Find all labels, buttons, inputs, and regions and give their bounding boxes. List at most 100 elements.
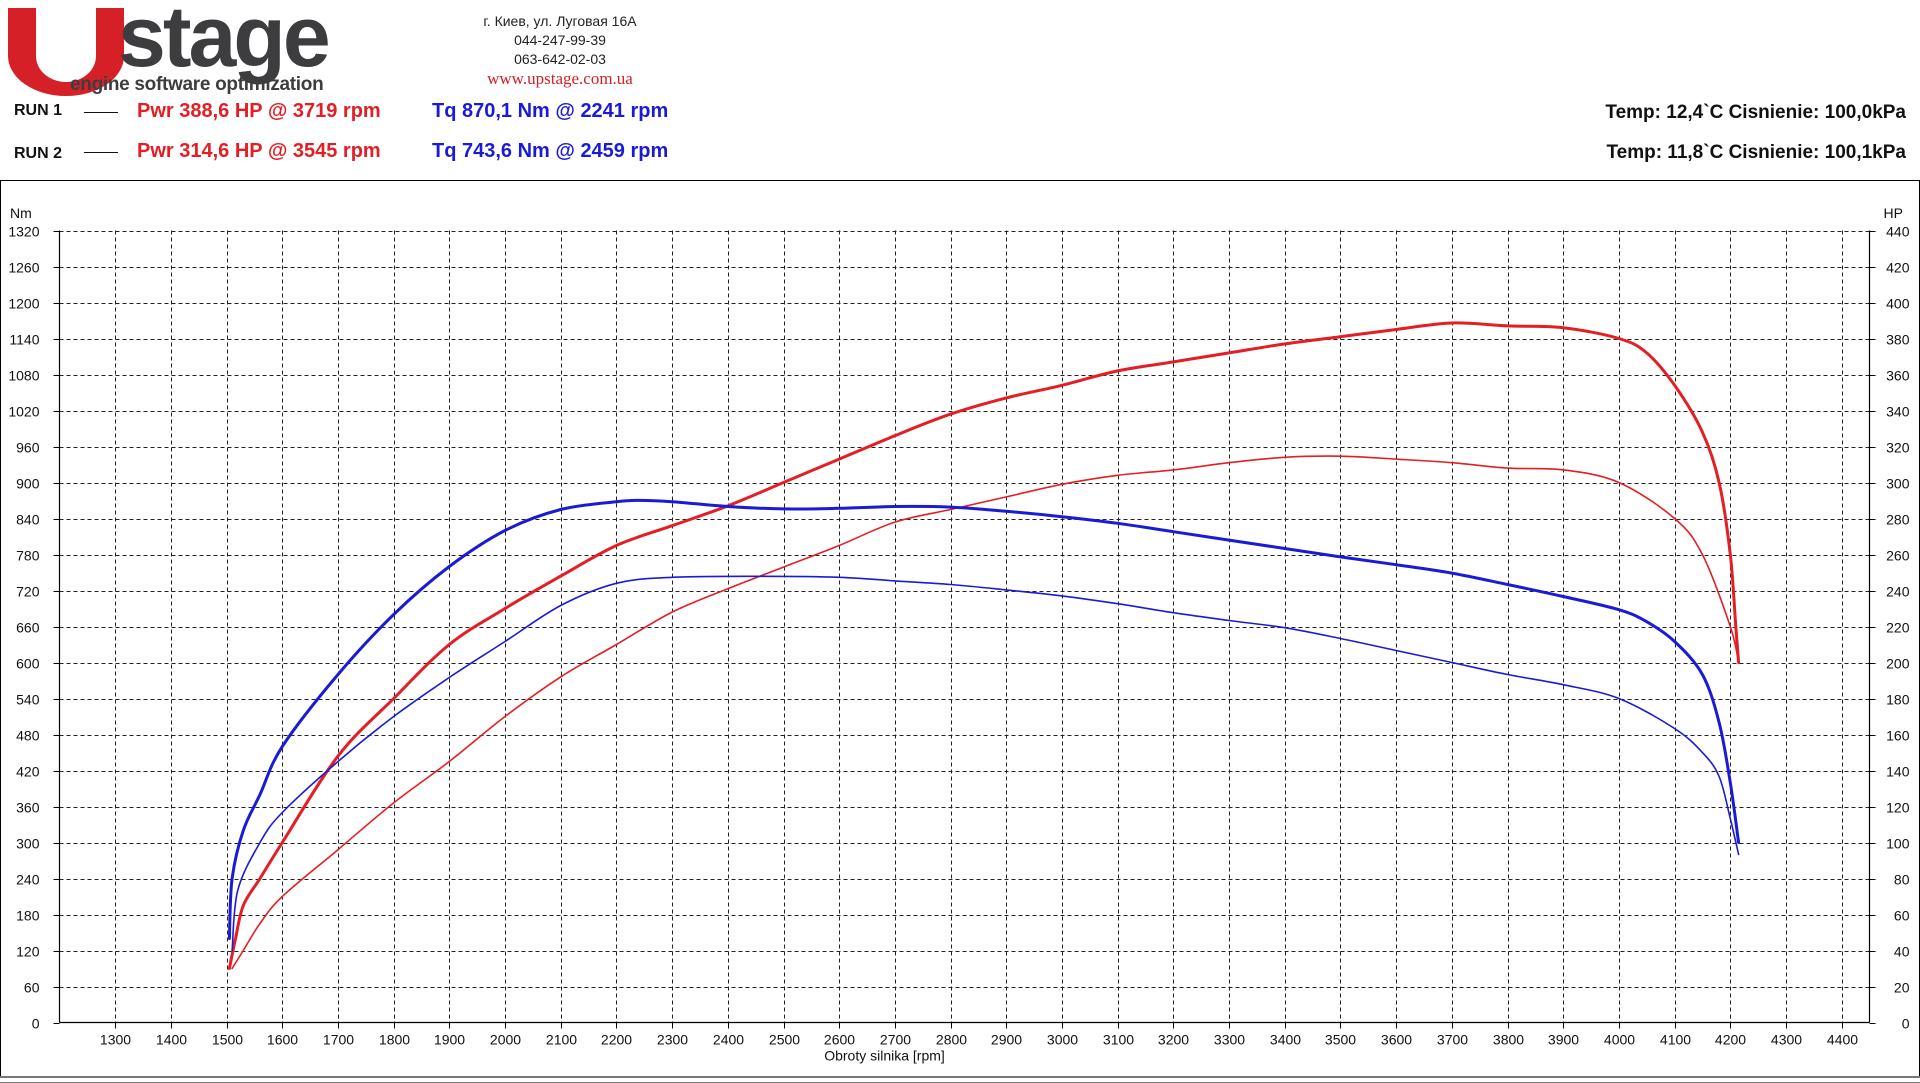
run1-power-line — [227, 321, 1741, 970]
x-tick-label: 1900 — [434, 1032, 465, 1048]
x-tick-label: 2500 — [769, 1032, 800, 1048]
y-right-tick-label: 80 — [1894, 872, 1910, 888]
x-tick-label: 2200 — [601, 1032, 632, 1048]
y-right-tick-label: 40 — [1894, 944, 1910, 960]
y-left-tick-label: 1260 — [8, 260, 39, 276]
report-header: stage engine software optimization г. Ки… — [0, 0, 1920, 180]
y-right-tick-label: 100 — [1886, 836, 1910, 852]
phone-1: 044-247-99-39 — [514, 32, 606, 48]
y-left-tick-label: 840 — [16, 512, 40, 528]
logo-u-arrow-icon — [8, 8, 124, 96]
y-right-tick-label: 140 — [1886, 764, 1910, 780]
y-left-tick-label: 60 — [24, 980, 40, 996]
y-right-tick-label: 220 — [1886, 620, 1910, 636]
run2-torque-line — [231, 575, 1740, 952]
x-tick-label: 3800 — [1493, 1032, 1524, 1048]
y-left-tick-label: 420 — [16, 764, 40, 780]
y-right-tick-label: 240 — [1886, 584, 1910, 600]
y-left-tick-label: 720 — [16, 584, 40, 600]
y-right-tick-label: 280 — [1886, 512, 1910, 528]
y-left-axis-label: Nm — [10, 205, 32, 221]
y-left-tick-label: 900 — [16, 476, 40, 492]
y-right-axis-label: HP — [1884, 205, 1903, 221]
y-right-tick-label: 0 — [1902, 1016, 1910, 1032]
x-tick-label: 4200 — [1715, 1032, 1746, 1048]
x-tick-label: 3100 — [1103, 1032, 1134, 1048]
y-left-tick-label: 1020 — [8, 404, 39, 420]
dyno-chart: 1300 1400 1500 1600 1700 1800 1900 2000 2100 2200… — [8, 205, 1910, 1064]
x-tick-label: 4300 — [1771, 1032, 1802, 1048]
y-left-tick-label: 180 — [16, 908, 40, 924]
x-tick-label: 2400 — [713, 1032, 744, 1048]
y-right-tick-label: 200 — [1886, 656, 1910, 672]
x-tick-label: 3500 — [1325, 1032, 1356, 1048]
y-right-tick-label: 320 — [1886, 440, 1910, 456]
x-axis-label: Obroty silnika [rpm] — [824, 1048, 945, 1064]
x-tick-label: 2000 — [490, 1032, 521, 1048]
y-left-tick-label: 960 — [16, 440, 40, 456]
y-left-tick-label: 300 — [16, 836, 40, 852]
y-left-tick-label: 1320 — [8, 224, 39, 240]
y-right-tick-label: 440 — [1886, 224, 1910, 240]
y-right-tick-label: 180 — [1886, 692, 1910, 708]
run1-torque-line — [227, 498, 1741, 940]
y-right-tick-label: 400 — [1886, 296, 1910, 312]
x-tick-label: 3300 — [1214, 1032, 1245, 1048]
x-tick-label: 3900 — [1548, 1032, 1579, 1048]
y-left-tick-label: 1140 — [9, 332, 39, 348]
run2-torque-summary: Tq 743,6 Nm @ 2459 rpm — [432, 140, 669, 162]
x-tick-label: 1500 — [212, 1032, 243, 1048]
x-tick-label: 2300 — [657, 1032, 688, 1048]
x-tick-label: 3000 — [1047, 1032, 1078, 1048]
x-tick-label: 1300 — [100, 1032, 131, 1048]
y-right-tick-label: 260 — [1886, 548, 1910, 564]
y-right-tick-label: 120 — [1886, 800, 1910, 816]
x-tick-label: 2900 — [991, 1032, 1022, 1048]
y-left-tick-label: 780 — [16, 548, 40, 564]
x-tick-label: 2100 — [546, 1032, 577, 1048]
run2-line-swatch — [84, 152, 118, 153]
run1-power-summary: Pwr 388,6 HP @ 3719 rpm — [137, 100, 381, 122]
y-left-tick-label: 480 — [16, 728, 40, 744]
y-right-tick-label: 20 — [1894, 980, 1910, 996]
run2-conditions: Temp: 11,8`C Cisnienie: 100,1kPa — [1606, 142, 1906, 163]
x-tick-label: 3600 — [1381, 1032, 1412, 1048]
y-right-tick-label: 160 — [1886, 728, 1910, 744]
x-tick-label: 3400 — [1270, 1032, 1301, 1048]
x-tick-label: 2600 — [824, 1032, 855, 1048]
upstage-logo: stage engine software optimization — [6, 0, 406, 96]
y-left-tick-label: 120 — [16, 944, 40, 960]
y-left-tick-label: 660 — [16, 620, 40, 636]
run2-label: RUN 2 — [14, 145, 63, 162]
x-tick-label: 2700 — [880, 1032, 911, 1048]
y-right-tick-label: 380 — [1886, 332, 1910, 348]
y-right-tick-label: 340 — [1886, 404, 1910, 420]
y-left-tick-label: 1200 — [8, 296, 39, 312]
y-left-tick-label: 600 — [16, 656, 40, 672]
y-left-tick-label: 240 — [16, 872, 40, 888]
y-right-tick-label: 420 — [1886, 260, 1910, 276]
x-tick-label: 4000 — [1604, 1032, 1635, 1048]
y-left-tick-label: 540 — [16, 692, 40, 708]
run1-torque-summary: Tq 870,1 Nm @ 2241 rpm — [432, 100, 669, 122]
y-left-tick-label: 1080 — [8, 368, 39, 384]
run2-power-line — [231, 455, 1740, 970]
x-tick-label: 1700 — [323, 1032, 354, 1048]
website-link[interactable]: www.upstage.com.ua — [487, 69, 633, 88]
y-left-tick-label: 0 — [32, 1016, 40, 1032]
x-tick-label: 1800 — [379, 1032, 410, 1048]
x-tick-label: 4100 — [1660, 1032, 1691, 1048]
y-left-tick-label: 360 — [16, 800, 40, 816]
x-tick-label: 2800 — [936, 1032, 967, 1048]
x-tick-label: 1400 — [156, 1032, 187, 1048]
contact-block: г. Киев, ул. Луговая 16А 044-247-99-39 0… — [440, 12, 680, 88]
x-tick-label: 3200 — [1158, 1032, 1189, 1048]
run1-label: RUN 1 — [14, 102, 63, 119]
x-tick-label: 1600 — [267, 1032, 298, 1048]
run1-conditions: Temp: 12,4`C Cisnienie: 100,0kPa — [1605, 102, 1906, 123]
y-right-tick-label: 300 — [1886, 476, 1910, 492]
x-tick-label: 4400 — [1827, 1032, 1858, 1048]
run2-power-summary: Pwr 314,6 HP @ 3545 rpm — [137, 140, 381, 162]
y-right-tick-label: 360 — [1886, 368, 1910, 384]
y-right-tick-label: 60 — [1894, 908, 1910, 924]
